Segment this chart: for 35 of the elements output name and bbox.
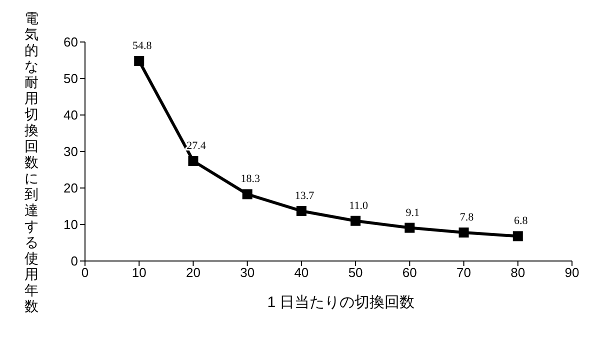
x-tick-label: 0	[81, 265, 89, 280]
x-tick-label: 30	[240, 265, 255, 280]
x-tick-label: 50	[348, 265, 363, 280]
data-label: 13.7	[294, 190, 315, 202]
x-tick-label: 10	[132, 265, 146, 280]
x-tick-label: 20	[186, 265, 200, 280]
x-tick-label: 80	[510, 265, 526, 280]
point	[404, 222, 415, 233]
y-tick-label: 60	[64, 34, 78, 50]
y-tick-label: 30	[64, 144, 78, 160]
text: 電気的な耐用切換回数に到達する使用年数	[24, 10, 38, 314]
y-tick-label: 20	[64, 180, 78, 196]
point	[188, 156, 198, 166]
data-label: 9.1	[406, 206, 420, 219]
x-tick-label: 60	[402, 265, 417, 280]
data-label: 6.8	[514, 215, 528, 228]
x-axis-title: 1 日当たりの切換回数	[267, 294, 415, 311]
data-label: 18.3	[240, 173, 260, 186]
point	[296, 206, 306, 216]
data-label: 54.8	[132, 40, 152, 52]
point	[458, 228, 469, 238]
y-tick-label: 0	[70, 254, 78, 269]
y-tick-label: 50	[64, 71, 78, 86]
y-tick-label: 40	[64, 108, 78, 123]
data-label: 7.8	[460, 212, 474, 224]
point	[512, 231, 523, 242]
point	[134, 56, 144, 66]
y-tick-label: 10	[64, 217, 78, 232]
x-tick-label: 90	[564, 265, 580, 280]
x-tick-label: 70	[456, 265, 472, 280]
x-tick-label: 40	[294, 265, 309, 280]
point	[350, 216, 361, 226]
data-label: 11.0	[349, 200, 368, 212]
data-label: 27.4	[186, 140, 206, 152]
point	[242, 189, 252, 200]
